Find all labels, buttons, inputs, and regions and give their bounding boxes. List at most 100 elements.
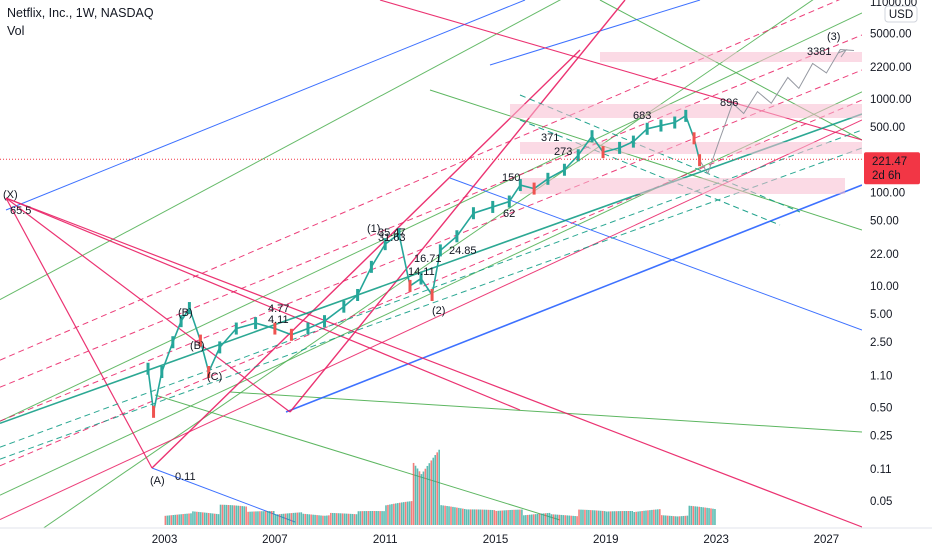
projection-path (699, 49, 855, 175)
volume-bar (475, 509, 478, 525)
time-axis-bg (0, 528, 932, 550)
volume-bar (528, 514, 531, 525)
wave-label: 4.77 (268, 303, 289, 315)
volume-bar (282, 513, 285, 525)
volume-bar (653, 509, 655, 525)
price-candle (408, 279, 412, 292)
blue-top-line (489, 0, 701, 66)
wave-label: 273 (554, 146, 572, 158)
volume-bar (692, 506, 695, 525)
price-candle (397, 227, 401, 240)
price-candle (160, 366, 164, 379)
wave-label: 35.47 (378, 227, 406, 239)
price-candle (532, 182, 536, 195)
price-candle (419, 272, 423, 285)
volume-bar (298, 512, 301, 525)
projection-arrow-icon (837, 48, 848, 58)
time-tick-label: 2003 (152, 534, 178, 546)
price-candle (590, 130, 594, 143)
price-candle (179, 315, 183, 328)
time-tick-label: 2027 (814, 534, 840, 546)
volume-bar (627, 511, 630, 525)
volume-bar (643, 510, 645, 525)
volume-bar (513, 509, 515, 525)
volume-bar (708, 508, 710, 525)
volume-bar (168, 515, 171, 525)
volume-bar (519, 509, 521, 525)
volume-bar (359, 511, 362, 525)
volume-bar (215, 513, 218, 525)
volume-bar (267, 511, 269, 525)
price-tick-label: 0.25 (870, 431, 892, 443)
volume-bar (375, 511, 377, 525)
volume-bar (300, 512, 303, 525)
volume-bar (670, 515, 673, 525)
time-axis: 2003 2007 2011 2015 2019 2023 2027 (0, 527, 932, 550)
price-tick-label: 0.11 (870, 464, 892, 476)
volume-bar (235, 505, 238, 525)
volume-bar (511, 509, 513, 525)
volume-bar (552, 514, 555, 525)
wave-label: 3381 (807, 46, 831, 58)
price-tick-label: 22.00 (870, 249, 899, 261)
volume-bar (192, 511, 194, 525)
volume-bar (259, 511, 261, 525)
volume-bar (540, 513, 543, 525)
volume-bar (172, 515, 175, 525)
volume-bar (497, 510, 500, 525)
volume-bar (672, 516, 675, 525)
price-candle (273, 322, 277, 335)
volume-bar (680, 516, 683, 525)
volume-bar (217, 514, 220, 525)
volume-bar (241, 506, 243, 525)
volume-bar (714, 509, 716, 525)
volume-bar (365, 511, 368, 525)
volume-bar (599, 510, 602, 525)
volume-bar (593, 510, 596, 525)
pink-channel-line (0, 34, 862, 388)
volume-bar (166, 515, 169, 525)
volume-bar (542, 513, 545, 525)
price-candle (438, 244, 442, 257)
volume-bar (523, 515, 525, 525)
volume-bar (570, 515, 572, 525)
volume-bar (203, 512, 206, 525)
pink-fan-line (5, 197, 291, 413)
volume-bar (322, 515, 324, 525)
price-candle (234, 322, 238, 335)
volume-bar (558, 514, 561, 525)
volume-bar (605, 511, 608, 525)
price-candle (289, 328, 293, 341)
volume-bar (481, 509, 484, 525)
volume-bar (343, 513, 346, 525)
volume-bar (274, 514, 277, 525)
wave-label: (A) (150, 475, 165, 487)
wave-label: (1) (367, 223, 380, 235)
volume-bar (601, 510, 604, 525)
pink-fork-handle (289, 0, 626, 413)
volume-bar (446, 505, 448, 525)
volume-bar (556, 514, 559, 525)
volume-bar (332, 512, 334, 525)
volume-bar (696, 506, 699, 525)
volume-bar (245, 506, 247, 525)
volume-bar (625, 511, 628, 525)
volume-bar (349, 513, 352, 525)
volume-bar (209, 513, 212, 525)
volume-bar (406, 501, 409, 525)
wave-label: (X) (3, 189, 18, 201)
volume-bar (580, 509, 582, 525)
volume-bar (550, 514, 553, 525)
volume-bar (278, 514, 281, 525)
volume-bar (276, 514, 279, 525)
time-tick-label: 2011 (373, 534, 398, 546)
volume-bar (666, 515, 669, 525)
volume-bar (590, 510, 592, 525)
volume-bar (564, 515, 567, 525)
volume-bar (249, 511, 251, 525)
price-candle (207, 366, 211, 379)
volume-bar (438, 449, 440, 525)
volume-bar (489, 509, 492, 525)
time-tick-label: 2019 (593, 534, 619, 546)
